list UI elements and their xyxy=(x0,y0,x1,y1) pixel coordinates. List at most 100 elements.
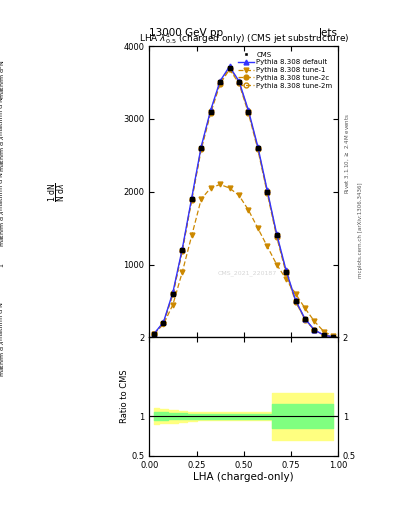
CMS xyxy=(331,334,336,340)
CMS xyxy=(161,319,166,326)
Pythia 8.308 default xyxy=(227,63,232,70)
Pythia 8.308 default xyxy=(265,187,270,194)
Pythia 8.308 tune-2m xyxy=(246,108,251,114)
Line: Pythia 8.308 default: Pythia 8.308 default xyxy=(152,64,336,339)
Line: CMS: CMS xyxy=(152,66,336,339)
Text: mcplots.cern.ch [arXiv:1306.3436]: mcplots.cern.ch [arXiv:1306.3436] xyxy=(358,183,363,278)
Pythia 8.308 tune-2m xyxy=(208,108,213,114)
Pythia 8.308 default xyxy=(246,107,251,113)
Pythia 8.308 tune-2m xyxy=(284,268,288,274)
Pythia 8.308 tune-2m xyxy=(189,196,194,202)
CMS xyxy=(199,145,204,151)
Pythia 8.308 tune-1 xyxy=(321,329,326,335)
CMS xyxy=(208,109,213,115)
Pythia 8.308 tune-2m xyxy=(274,232,279,238)
Pythia 8.308 default xyxy=(237,78,241,84)
Pythia 8.308 tune-1 xyxy=(218,181,222,187)
CMS xyxy=(293,298,298,304)
Pythia 8.308 default xyxy=(180,245,185,251)
Pythia 8.308 tune-2m xyxy=(152,331,156,337)
Pythia 8.308 tune-1 xyxy=(208,185,213,191)
Line: Pythia 8.308 tune-2m: Pythia 8.308 tune-2m xyxy=(152,65,336,339)
CMS xyxy=(237,79,241,86)
Pythia 8.308 tune-1 xyxy=(293,291,298,297)
Pythia 8.308 default xyxy=(189,195,194,201)
Text: mathrm d $\lambda$: mathrm d $\lambda$ xyxy=(0,339,6,377)
Pythia 8.308 tune-2c xyxy=(284,270,288,276)
Pythia 8.308 default xyxy=(161,319,166,325)
Pythia 8.308 tune-1 xyxy=(152,331,156,337)
Pythia 8.308 tune-2c xyxy=(152,331,156,337)
Pythia 8.308 tune-1 xyxy=(331,333,336,339)
CMS xyxy=(284,269,288,275)
Pythia 8.308 tune-2c xyxy=(246,110,251,116)
CMS xyxy=(152,331,156,337)
CMS xyxy=(312,327,317,333)
Pythia 8.308 tune-1 xyxy=(303,305,307,311)
Pythia 8.308 tune-1 xyxy=(274,262,279,268)
Text: Jets: Jets xyxy=(319,28,338,38)
Pythia 8.308 tune-2c xyxy=(237,80,241,87)
CMS xyxy=(246,109,251,115)
Pythia 8.308 default xyxy=(321,332,326,338)
Pythia 8.308 tune-2m xyxy=(227,65,232,71)
CMS xyxy=(227,65,232,71)
Pythia 8.308 tune-2c xyxy=(274,234,279,240)
Pythia 8.308 tune-2c xyxy=(321,332,326,338)
Pythia 8.308 tune-2c xyxy=(180,248,185,254)
Pythia 8.308 tune-2m xyxy=(293,298,298,304)
Pythia 8.308 tune-1 xyxy=(265,243,270,249)
Pythia 8.308 tune-1 xyxy=(199,196,204,202)
CMS xyxy=(180,247,185,253)
Pythia 8.308 tune-2m xyxy=(321,332,326,338)
Line: Pythia 8.308 tune-2c: Pythia 8.308 tune-2c xyxy=(152,67,336,339)
Pythia 8.308 tune-2c xyxy=(255,146,260,153)
Pythia 8.308 default xyxy=(208,107,213,113)
Pythia 8.308 tune-2m xyxy=(255,144,260,151)
Pythia 8.308 tune-2c xyxy=(312,327,317,333)
Pythia 8.308 tune-1 xyxy=(284,276,288,282)
Text: 1: 1 xyxy=(0,263,4,267)
Pythia 8.308 tune-2m xyxy=(161,319,166,326)
Text: mathrm d$^2$N: mathrm d$^2$N xyxy=(0,59,7,99)
Pythia 8.308 tune-2c xyxy=(161,320,166,326)
Text: 13000 GeV pp: 13000 GeV pp xyxy=(149,28,224,38)
Pythia 8.308 default xyxy=(303,316,307,322)
Pythia 8.308 tune-1 xyxy=(227,185,232,191)
Pythia 8.308 tune-2m xyxy=(180,247,185,253)
Text: mathrm d N: mathrm d N xyxy=(0,302,4,340)
Pythia 8.308 tune-1 xyxy=(246,207,251,213)
Pythia 8.308 default xyxy=(171,289,175,295)
Pythia 8.308 default xyxy=(218,78,222,84)
Pythia 8.308 tune-1 xyxy=(189,232,194,239)
Pythia 8.308 tune-2c xyxy=(189,197,194,203)
Text: mathrm d $\lambda$: mathrm d $\lambda$ xyxy=(0,135,6,173)
Pythia 8.308 default xyxy=(255,143,260,150)
Y-axis label: $\frac{1}{\mathrm{N}}\frac{\mathrm{d}\mathrm{N}}{\mathrm{d}\lambda}$: $\frac{1}{\mathrm{N}}\frac{\mathrm{d}\ma… xyxy=(46,182,68,202)
Pythia 8.308 tune-1 xyxy=(180,269,185,275)
Title: LHA $\lambda^{1}_{0.5}$ (charged only) (CMS jet substructure): LHA $\lambda^{1}_{0.5}$ (charged only) (… xyxy=(138,31,349,46)
Pythia 8.308 tune-1 xyxy=(312,318,317,325)
X-axis label: LHA (charged-only): LHA (charged-only) xyxy=(193,472,294,482)
CMS xyxy=(274,232,279,239)
Pythia 8.308 tune-2m xyxy=(312,327,317,333)
Y-axis label: Ratio to CMS: Ratio to CMS xyxy=(119,370,129,423)
Legend: CMS, Pythia 8.308 default, Pythia 8.308 tune-1, Pythia 8.308 tune-2c, Pythia 8.3: CMS, Pythia 8.308 default, Pythia 8.308 … xyxy=(236,50,334,91)
Pythia 8.308 default xyxy=(331,334,336,340)
Pythia 8.308 tune-2c xyxy=(265,190,270,196)
Pythia 8.308 default xyxy=(199,143,204,150)
Pythia 8.308 tune-1 xyxy=(255,225,260,231)
Text: Rivet 3.1.10, $\geq$ 2.4M events: Rivet 3.1.10, $\geq$ 2.4M events xyxy=(344,113,351,194)
Pythia 8.308 tune-2m xyxy=(199,144,204,151)
Text: mathrm d N: mathrm d N xyxy=(0,172,4,210)
CMS xyxy=(171,291,175,297)
Pythia 8.308 default xyxy=(312,327,317,333)
Pythia 8.308 tune-2c xyxy=(171,291,175,297)
Pythia 8.308 tune-2c xyxy=(331,334,336,340)
Pythia 8.308 tune-2c xyxy=(218,81,222,87)
Text: CMS_2021_220187: CMS_2021_220187 xyxy=(218,270,277,276)
CMS xyxy=(189,196,194,202)
Line: Pythia 8.308 tune-1: Pythia 8.308 tune-1 xyxy=(152,182,336,339)
Pythia 8.308 default xyxy=(274,231,279,237)
Pythia 8.308 tune-2c xyxy=(303,316,307,323)
